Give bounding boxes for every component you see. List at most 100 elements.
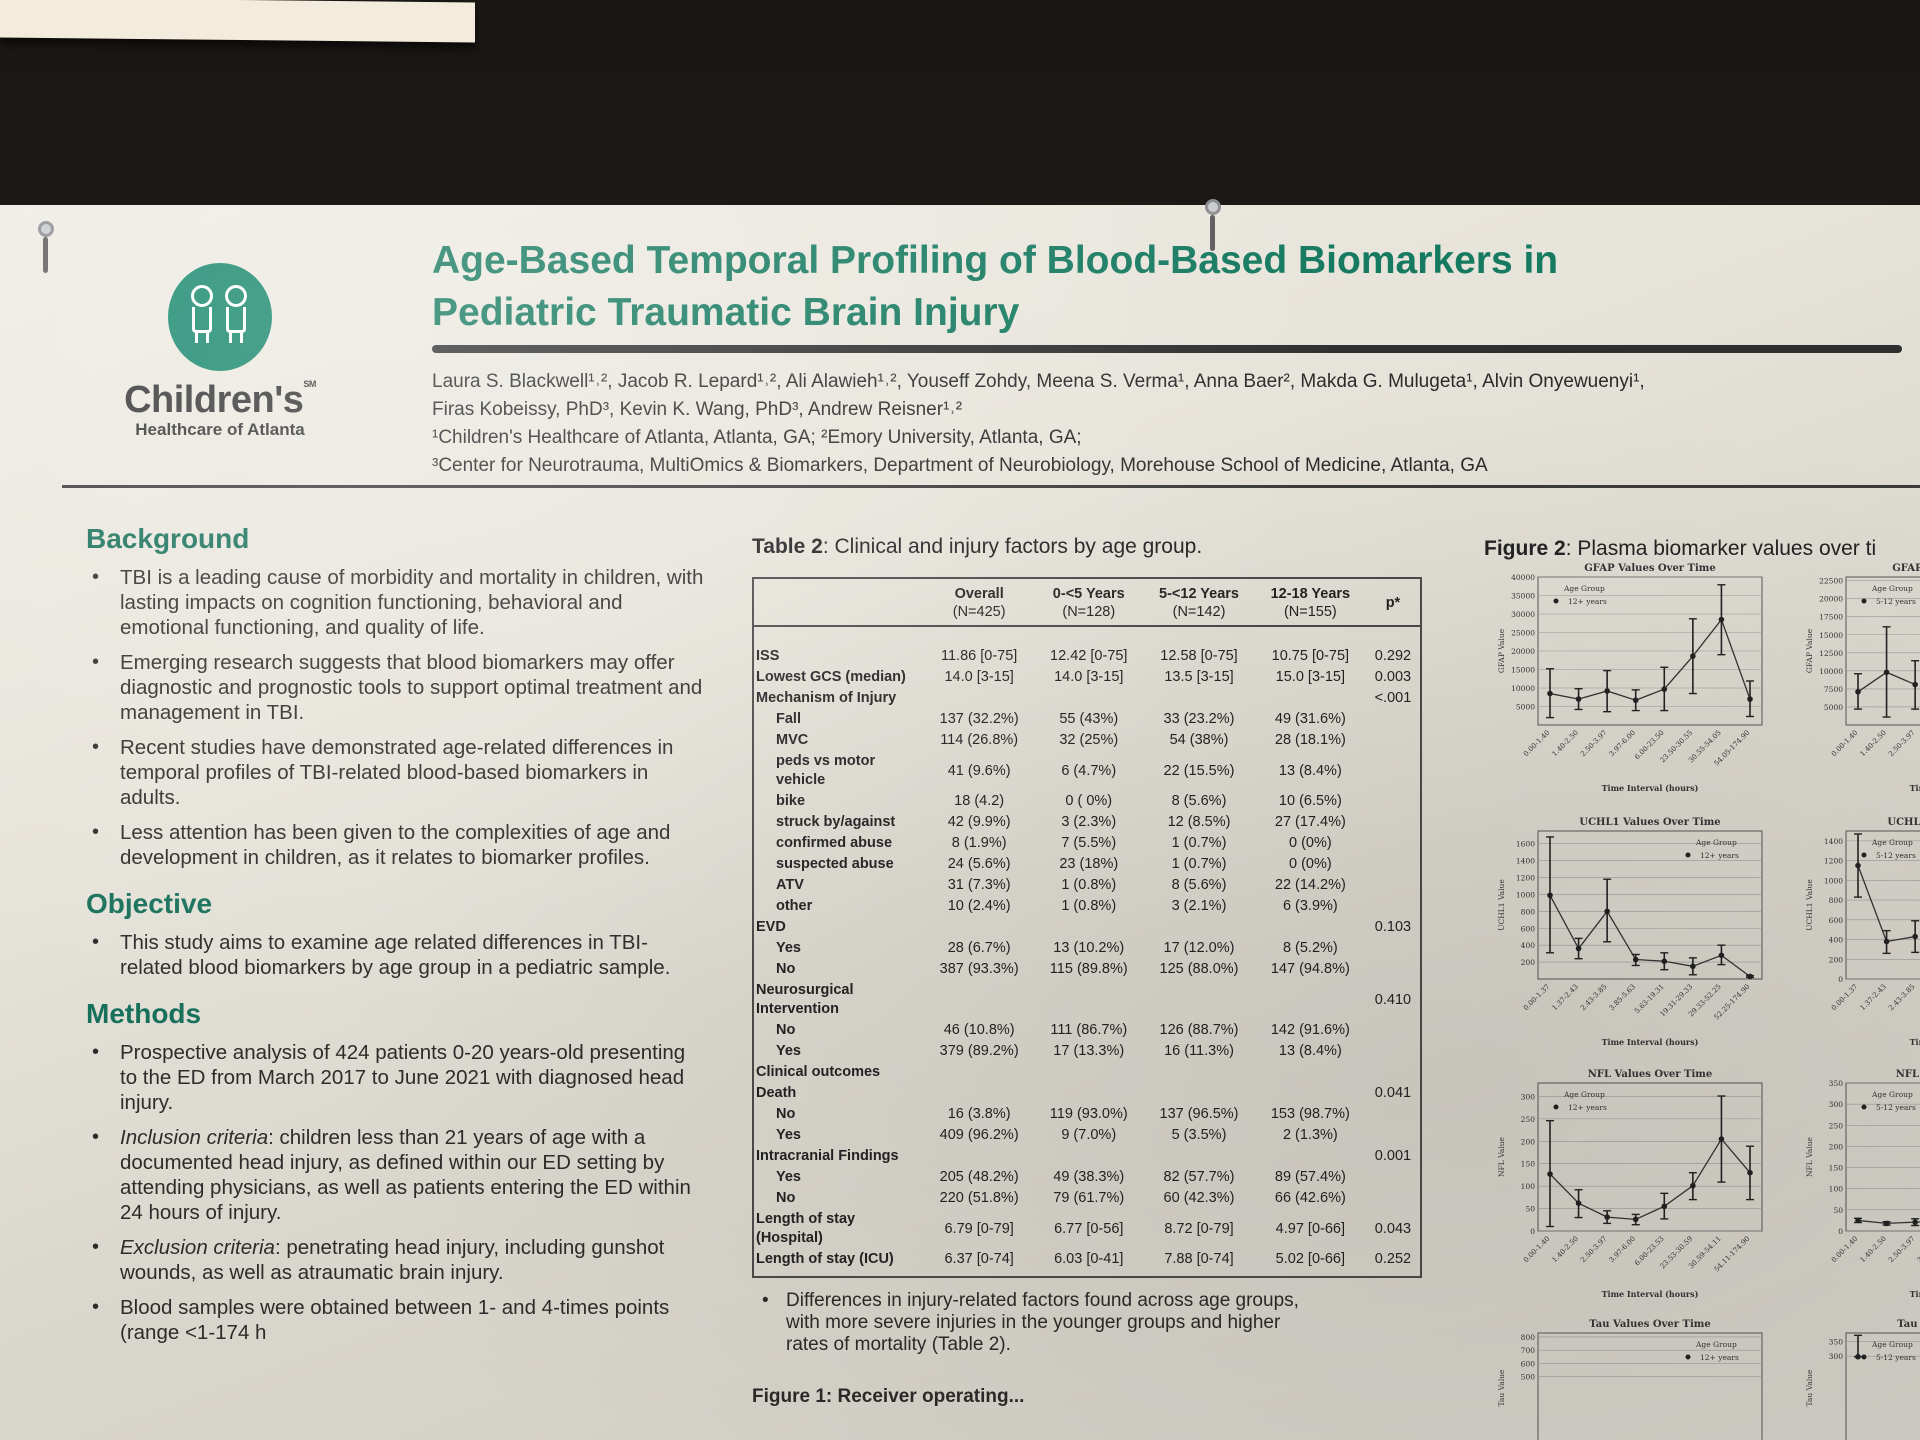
svg-text:Tau Value: Tau Value — [1497, 1369, 1506, 1407]
line-chart: NFL Values Over Time 0 50 100 150 200 250 300 35… — [1802, 1065, 1920, 1303]
table-cell — [1366, 1104, 1420, 1125]
figure-2-caption: Figure 2: Plasma biomarker values over t… — [1484, 537, 1877, 560]
bullet: Blood samples were obtained between 1- a… — [86, 1295, 706, 1345]
table-summary-bullet: Differences in injury-related factors fo… — [752, 1290, 1312, 1356]
table-cell: 8 (5.2%) — [1282, 940, 1338, 956]
table-cell — [1034, 688, 1143, 709]
table-cell — [924, 1146, 1034, 1167]
bullet: Prospective analysis of 424 patients 0-2… — [86, 1040, 706, 1115]
svg-text:2.50-3.97: 2.50-3.97 — [1887, 729, 1916, 758]
svg-text:1.40-2.50: 1.40-2.50 — [1859, 1235, 1888, 1264]
row-label: suspected abuse — [776, 856, 894, 872]
table-cell — [1366, 730, 1420, 751]
table-row: bike 18 (4.2) 0 ( 0%) 8 (5.6%) 10 (6.5%) — [754, 791, 1420, 812]
table-cell: 31 (7.3%) — [947, 877, 1011, 893]
line-chart: Tau Values Over Time 500 600 700 800 Tau Valu… — [1494, 1315, 1774, 1440]
row-label: No — [776, 1106, 796, 1122]
table-cell — [1366, 709, 1420, 730]
svg-text:GFAP Value: GFAP Value — [1497, 628, 1506, 673]
svg-text:Tau Value: Tau Value — [1805, 1369, 1814, 1407]
table-row: Length of stay (ICU) 6.37 [0-74] 6.03 [0-4… — [754, 1249, 1420, 1270]
row-label: peds vs motor vehicle — [776, 753, 876, 788]
svg-text:20000: 20000 — [1819, 595, 1843, 604]
row-label: ATV — [776, 877, 804, 893]
table-cell: 153 (98.7%) — [1270, 1106, 1350, 1122]
table-cell: 10 (2.4%) — [947, 898, 1011, 914]
table-cell — [1366, 959, 1420, 980]
svg-text:40000: 40000 — [1511, 573, 1535, 582]
table-cell — [1034, 1062, 1143, 1083]
table-cell — [1366, 854, 1420, 875]
table-cell — [1255, 688, 1366, 709]
table-cell — [1034, 626, 1143, 646]
svg-text:200: 200 — [1829, 1142, 1844, 1151]
table-cell: 6 (4.7%) — [1061, 762, 1117, 779]
row-label: Death — [756, 1085, 797, 1101]
table-row: other 10 (2.4%) 1 (0.8%) 3 (2.1%) 6 (3.9%) — [754, 896, 1420, 917]
svg-text:0.00-1.37: 0.00-1.37 — [1522, 983, 1551, 1012]
column-header: p* — [1365, 579, 1420, 627]
table-cell: 60 (42.3%) — [1163, 1190, 1235, 1206]
svg-text:50: 50 — [1833, 1206, 1843, 1215]
svg-text:600: 600 — [1521, 1359, 1536, 1368]
table-cell: 46 (10.8%) — [943, 1022, 1015, 1038]
table-cell — [1366, 875, 1420, 896]
affiliation-line: ¹Children's Healthcare of Atlanta, Atlan… — [432, 427, 1082, 448]
table-2: Overall (N=425) 0-<5 Years (N=128) 5-<12 Yea… — [752, 577, 1422, 1278]
table-cell: 13.5 [3-15] — [1164, 669, 1234, 685]
svg-text:17500: 17500 — [1819, 613, 1843, 622]
table-cell — [1366, 751, 1420, 791]
table-cell — [1143, 626, 1255, 646]
table-row: No 220 (51.8%) 79 (61.7%) 60 (42.3%) 66 (42.… — [754, 1188, 1420, 1209]
table-cell: 0 (0%) — [1288, 856, 1332, 872]
objective-section: Objective This study aims to examine age… — [86, 888, 706, 980]
table-cell: 7.88 [0-74] — [1164, 1251, 1234, 1267]
table-cell: 115 (89.8%) — [1049, 961, 1128, 977]
table-cell: 12.58 [0-75] — [1160, 648, 1238, 664]
table-cell — [924, 626, 1034, 646]
svg-text:NFL Values Over Time: NFL Values Over Time — [1588, 1069, 1712, 1080]
svg-text:20000: 20000 — [1511, 647, 1535, 656]
svg-text:100: 100 — [1829, 1185, 1844, 1194]
table-row: ISS 11.86 [0-75] 12.42 [0-75] 12.58 [0-75] 1… — [754, 646, 1420, 667]
svg-text:UCHL1 Value: UCHL1 Value — [1805, 879, 1814, 931]
row-label: No — [776, 1022, 796, 1038]
column-header — [754, 579, 924, 627]
svg-text:1400: 1400 — [1516, 857, 1535, 866]
table-cell — [1143, 1146, 1255, 1167]
table-cell: <.001 — [1374, 690, 1412, 706]
poster-title: Age-Based Temporal Profiling of Blood-Ba… — [432, 239, 1559, 334]
table-cell: 14.0 [3-15] — [944, 669, 1014, 685]
table-cell — [1143, 688, 1255, 709]
row-label: Mechanism of Injury — [756, 690, 897, 706]
table-row: Mechanism of Injury <.001 — [754, 688, 1420, 709]
svg-text:0: 0 — [1838, 975, 1843, 984]
table-cell — [924, 1083, 1034, 1104]
svg-text:0.00-1.40: 0.00-1.40 — [1830, 1235, 1859, 1264]
svg-text:10000: 10000 — [1819, 667, 1843, 676]
methods-section: Methods Prospective analysis of 424 pati… — [86, 998, 706, 1345]
table-cell: 1 (0.7%) — [1171, 835, 1227, 851]
svg-text:15000: 15000 — [1819, 631, 1843, 640]
table-cell — [1255, 1083, 1366, 1104]
column-header: 5-<12 Years (N=142) — [1143, 579, 1255, 627]
svg-text:400: 400 — [1829, 936, 1844, 945]
row-label — [754, 626, 924, 646]
table-cell: 119 (93.0%) — [1049, 1106, 1128, 1122]
svg-text:2.50-3.97: 2.50-3.97 — [1579, 1235, 1608, 1264]
table-cell — [1143, 1062, 1255, 1083]
svg-text:0.00-1.37: 0.00-1.37 — [1830, 983, 1859, 1012]
row-label: bike — [776, 793, 806, 809]
table-cell — [1143, 980, 1255, 1020]
svg-text:Time Interval (hours): Time Interval (hours) — [1910, 783, 1920, 793]
table-cell — [1034, 1083, 1143, 1104]
svg-text:Tau Values Over Time: Tau Values Over Time — [1589, 1319, 1710, 1330]
svg-text:3.97-6.00: 3.97-6.00 — [1916, 1235, 1920, 1264]
table-cell: 16 (11.3%) — [1164, 1043, 1234, 1059]
table-cell: 0.103 — [1374, 919, 1412, 935]
svg-text:600: 600 — [1829, 916, 1844, 925]
logo-name: Children'sSM — [124, 379, 316, 421]
row-label: Length of stay (ICU) — [756, 1251, 894, 1267]
table-row: Intracranial Findings 0.001 — [754, 1146, 1420, 1167]
svg-text:2.50-3.97: 2.50-3.97 — [1887, 1235, 1916, 1264]
